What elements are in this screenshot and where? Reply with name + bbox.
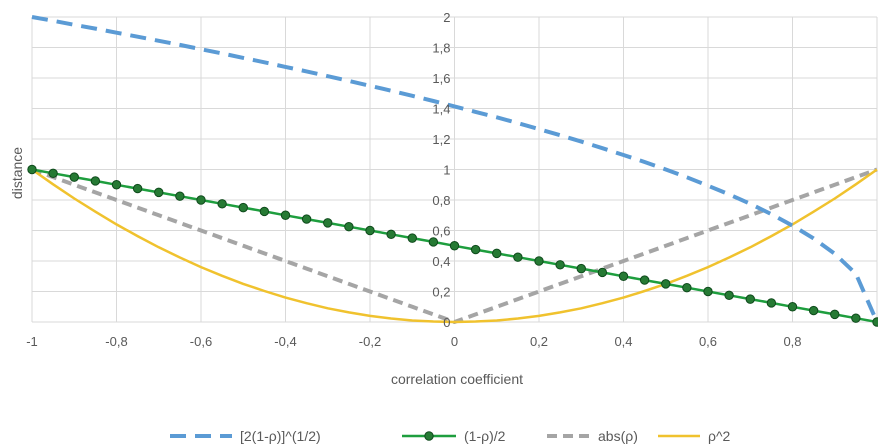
data-point bbox=[597, 267, 608, 278]
x-tick-labels: -1 -0,8 -0,6 -0,4 -0,2 0 0,2 0,4 0,6 0,8 bbox=[26, 334, 801, 349]
x-tick-label: -0,8 bbox=[105, 334, 127, 349]
data-point bbox=[365, 225, 375, 236]
data-point bbox=[48, 168, 58, 179]
legend-label: [2(1-ρ)]^(1/2) bbox=[240, 428, 321, 444]
data-point bbox=[407, 233, 417, 243]
x-tick-label: -0,2 bbox=[359, 334, 381, 349]
data-point bbox=[639, 275, 650, 285]
data-point bbox=[661, 279, 671, 289]
legend-label: (1-ρ)/2 bbox=[464, 428, 506, 444]
x-tick-label: 0,2 bbox=[530, 334, 548, 349]
y-tick-label: 0,2 bbox=[432, 285, 450, 300]
data-point bbox=[175, 191, 185, 201]
series-layer bbox=[27, 15, 878, 327]
data-point bbox=[196, 195, 206, 205]
data-point bbox=[132, 183, 143, 194]
data-point bbox=[745, 294, 755, 304]
y-tick-label: 2 bbox=[443, 10, 450, 25]
y-tick-label: 0,8 bbox=[432, 193, 450, 208]
data-point bbox=[470, 244, 481, 255]
y-tick-label: 0 bbox=[443, 315, 450, 330]
data-point bbox=[703, 286, 713, 297]
x-tick-label: 0 bbox=[451, 334, 458, 349]
data-point bbox=[618, 271, 629, 281]
legend-label: ρ^2 bbox=[708, 428, 731, 444]
data-point bbox=[344, 221, 354, 232]
data-point bbox=[111, 180, 122, 190]
x-tick-label: -0,6 bbox=[190, 334, 212, 349]
data-point bbox=[301, 214, 312, 224]
data-point bbox=[449, 241, 460, 251]
data-point bbox=[428, 237, 439, 247]
data-point bbox=[555, 260, 565, 270]
data-point bbox=[576, 263, 586, 274]
x-tick-label: 0,8 bbox=[783, 334, 801, 349]
data-point bbox=[492, 248, 502, 259]
grid-lines bbox=[31, 16, 878, 323]
y-tick-label: 1,2 bbox=[432, 132, 450, 147]
data-point bbox=[766, 298, 777, 308]
data-point bbox=[386, 229, 396, 240]
data-point bbox=[682, 282, 692, 293]
data-point bbox=[808, 305, 819, 316]
data-point bbox=[513, 252, 523, 262]
y-tick-label: 1,8 bbox=[432, 41, 450, 56]
y-tick-label: 1,6 bbox=[432, 71, 450, 86]
data-point bbox=[27, 164, 37, 175]
series-line bbox=[31, 168, 878, 324]
data-point bbox=[280, 210, 291, 220]
y-tick-label: 0,4 bbox=[432, 254, 450, 269]
data-point bbox=[323, 218, 333, 228]
x-tick-label: 0,4 bbox=[614, 334, 632, 349]
data-point bbox=[787, 302, 798, 312]
legend-marker bbox=[424, 431, 434, 441]
legend: [2(1-ρ)]^(1/2) (1-ρ)/2 abs(ρ) ρ^2 bbox=[170, 428, 731, 444]
data-point bbox=[154, 187, 164, 198]
series-line bbox=[31, 15, 878, 323]
data-point bbox=[90, 176, 101, 186]
data-point bbox=[724, 290, 734, 301]
y-tick-label: 1 bbox=[443, 163, 450, 178]
data-point bbox=[217, 199, 227, 209]
y-axis-label: distance bbox=[9, 147, 25, 199]
data-point bbox=[69, 172, 79, 182]
data-point bbox=[534, 256, 544, 266]
y-tick-labels: 0 0,2 0,4 0,6 0,8 1 1,2 1,4 1,6 1,8 2 bbox=[432, 10, 450, 330]
data-point bbox=[238, 202, 248, 213]
x-tick-label: -0,4 bbox=[274, 334, 296, 349]
data-point bbox=[872, 317, 878, 327]
x-tick-label: 0,6 bbox=[699, 334, 717, 349]
x-axis-label: correlation coefficient bbox=[391, 371, 523, 387]
data-point bbox=[851, 313, 861, 323]
legend-label: abs(ρ) bbox=[598, 428, 638, 444]
x-tick-label: -1 bbox=[26, 334, 38, 349]
data-point bbox=[830, 309, 840, 320]
y-tick-label: 0,6 bbox=[432, 224, 450, 239]
data-point bbox=[259, 206, 270, 217]
y-tick-label: 1,4 bbox=[432, 102, 450, 117]
